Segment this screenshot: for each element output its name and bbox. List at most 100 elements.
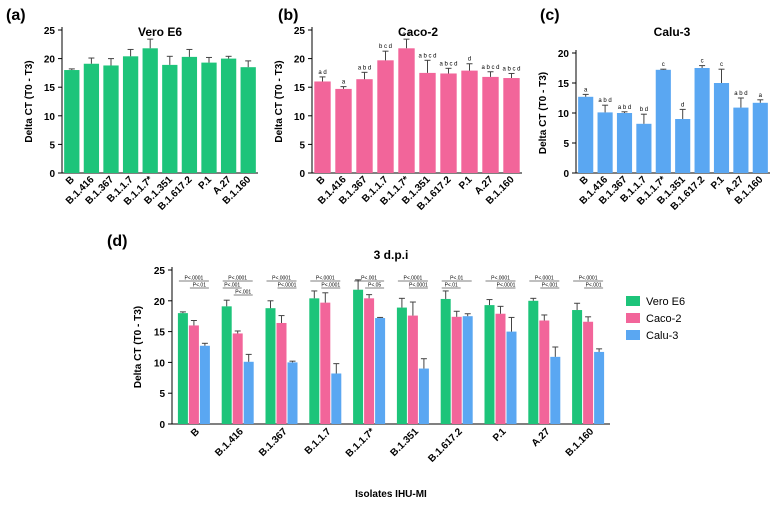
significance-letter: a d (318, 70, 326, 76)
significance-letter: a (342, 80, 346, 86)
y-tick-label: 25 (44, 26, 56, 37)
significance-letter: b c d (379, 44, 392, 50)
chart-title: Caco-2 (398, 25, 438, 39)
panel-label: (d) (107, 233, 127, 250)
bar (335, 88, 352, 173)
bar (220, 58, 237, 173)
bar (201, 62, 217, 173)
significance-letter: a (584, 87, 588, 93)
x-tick-label: B (315, 174, 328, 187)
bar (364, 298, 375, 424)
bar (221, 306, 232, 424)
y-tick-label: 10 (44, 112, 56, 123)
bar (407, 315, 418, 424)
significance-label: P<.001 (361, 276, 377, 282)
panel-label: (a) (6, 7, 26, 24)
y-tick-label: 0 (159, 420, 165, 431)
panel-label: (b) (278, 7, 298, 24)
x-tick-label: A.27 (530, 426, 553, 449)
significance-letter: d (468, 57, 471, 63)
significance-label: P<.0001 (409, 283, 428, 289)
x-tick-label: B.1.617.2 (426, 426, 465, 465)
bar (122, 56, 139, 174)
significance-label: P<.001 (224, 283, 240, 289)
y-axis-label: Delta CT (T0 - T3) (274, 60, 285, 142)
significance-label: P<.01 (450, 276, 463, 282)
significance-letter: a b c d (439, 61, 457, 67)
bar (440, 73, 457, 173)
y-axis-label: Delta CT (T0 - T3) (538, 72, 549, 154)
significance-letter: c (662, 62, 665, 68)
significance-label: P<.0001 (228, 276, 247, 282)
bar (276, 322, 287, 424)
significance-letter: a b c d (418, 53, 436, 59)
bar (375, 318, 386, 424)
significance-label: P<.01 (445, 283, 458, 289)
bar (232, 333, 243, 424)
significance-letter: c (701, 59, 704, 65)
bar (243, 361, 254, 424)
bar (572, 310, 583, 424)
bar (309, 298, 320, 424)
y-tick-label: 5 (299, 140, 305, 151)
legend-swatch (626, 296, 640, 306)
significance-label: P<.0001 (579, 276, 598, 282)
y-tick-label: 25 (294, 26, 306, 37)
bar (484, 305, 495, 424)
significance-letter: a b c d (481, 65, 499, 71)
bar (713, 83, 730, 173)
x-tick-label: B.1.1.7 (303, 426, 334, 457)
bar (320, 302, 331, 424)
y-tick-label: 5 (159, 389, 165, 400)
x-tick-label: B.1.1.7* (344, 426, 377, 459)
significance-letter: a b d (734, 91, 747, 97)
bar (287, 362, 298, 424)
bar (655, 69, 671, 173)
significance-letter: d (681, 102, 684, 108)
significance-label: P<.0001 (316, 276, 335, 282)
bar (419, 72, 436, 173)
x-tick-label: B (189, 426, 202, 439)
x-tick-label: B (64, 174, 77, 187)
bar (482, 76, 499, 173)
significance-label: P<.0001 (535, 276, 554, 282)
bar (356, 79, 373, 173)
bar (377, 60, 394, 173)
y-tick-label: 10 (558, 109, 570, 120)
legend-label: Calu-3 (646, 330, 678, 342)
significance-label: P<.0001 (497, 283, 516, 289)
significance-label: P<.01 (193, 283, 206, 289)
bar (462, 316, 473, 424)
bar (461, 70, 478, 173)
bar (396, 307, 407, 424)
significance-letter: a b d (618, 105, 631, 111)
y-tick-label: 15 (154, 328, 166, 339)
significance-letter: a b d (358, 65, 371, 71)
chart-title: 3 d.p.i (374, 248, 409, 262)
bar (539, 320, 550, 424)
bar (597, 112, 613, 173)
significance-label: P<.0001 (404, 276, 423, 282)
bar (103, 65, 119, 173)
x-tick-label: B.1.367 (257, 426, 290, 459)
bar (162, 64, 178, 173)
bar (314, 81, 331, 173)
legend-swatch (626, 330, 640, 340)
y-tick-label: 0 (563, 169, 569, 180)
bar (440, 298, 451, 424)
x-axis-label: Isolates IHU-MI (355, 489, 427, 500)
significance-letter: a b c d (502, 66, 520, 72)
significance-label: P<.001 (586, 283, 602, 289)
bar (331, 373, 342, 424)
bar (64, 70, 80, 173)
bar (733, 107, 749, 173)
y-tick-label: 0 (299, 169, 305, 180)
y-tick-label: 25 (154, 266, 166, 277)
bar (199, 345, 210, 424)
significance-letter: a (759, 93, 763, 99)
y-tick-label: 15 (558, 79, 570, 90)
x-tick-label: B.1.160 (564, 426, 597, 459)
y-tick-label: 0 (49, 169, 55, 180)
